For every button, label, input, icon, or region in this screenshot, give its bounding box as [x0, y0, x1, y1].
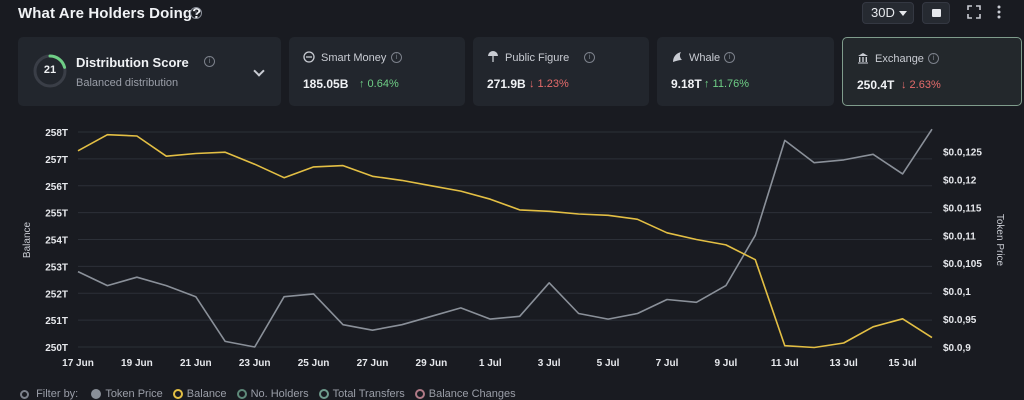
series-line-token-price[interactable]: [77, 128, 933, 348]
calendar-icon: [932, 9, 941, 17]
right-axis-ticks: $0.0,9 $0.0,95 $0.0,1 $0.0,105 $0.0,11 $0.0,1…: [943, 148, 982, 354]
legend-swatch: [91, 389, 102, 400]
x-tick-label: 5 Jul: [597, 358, 620, 369]
card-label: Public Figure: [505, 52, 570, 64]
legend-item-balance-changes[interactable]: Balance Changes: [428, 388, 516, 400]
card-value: 271.9B: [487, 77, 526, 91]
info-icon[interactable]: i: [204, 56, 215, 67]
legend-items: Token Price Balance No. Holders Total Trans…: [91, 388, 525, 400]
chart-legend: Filter by: Token Price Balance No. Holders…: [20, 388, 526, 400]
x-tick-label: 29 Jun: [416, 358, 448, 369]
card-value: 250.4T: [857, 78, 895, 92]
y2-tick-label: $0.0,125: [943, 148, 982, 159]
section-title: What Are Holders Doing?: [18, 5, 202, 22]
y-tick-label: 254T: [45, 236, 68, 247]
score-ring: [33, 54, 67, 88]
card-label: Smart Money: [321, 52, 387, 64]
legend-swatch: [318, 389, 329, 400]
left-axis-ticks: 250T 251T 252T 253T 254T 255T 256T 257T 258T: [45, 128, 68, 354]
info-icon[interactable]: i: [391, 52, 402, 63]
x-tick-label: 27 Jun: [357, 358, 389, 369]
card-exchange[interactable]: Exchange i 250.4T ↓ 2.63%: [842, 37, 1022, 106]
card-smart-money[interactable]: Smart Money i 185.05B ↑ 0.64%: [289, 37, 465, 106]
x-axis-ticks: 17 Jun 19 Jun 21 Jun 23 Jun 25 Jun 27 Jun 29 J…: [62, 358, 917, 369]
info-icon[interactable]: i: [584, 52, 595, 63]
y2-tick-label: $0.0,11: [943, 231, 976, 242]
x-tick-label: 19 Jun: [121, 358, 153, 369]
series-lines: [77, 128, 933, 349]
x-tick-label: 7 Jul: [656, 358, 679, 369]
legend-swatch: [172, 389, 183, 400]
caret-down-icon: [899, 11, 907, 16]
y-tick-label: 250T: [45, 343, 68, 354]
card-change: ↑ 11.76%: [704, 78, 750, 90]
calendar-button[interactable]: [922, 2, 950, 24]
y-tick-label: 256T: [45, 182, 68, 193]
card-label: Whale: [689, 52, 721, 64]
bank-icon: [858, 53, 868, 64]
y-tick-label: 255T: [45, 209, 68, 220]
x-tick-label: 17 Jun: [62, 358, 94, 369]
x-tick-label: 25 Jun: [298, 358, 330, 369]
x-tick-label: 3 Jul: [538, 358, 561, 369]
time-range-value: 30D: [871, 5, 895, 20]
legend-item-token-price[interactable]: Token Price: [105, 388, 163, 400]
y2-tick-label: $0.0,95: [943, 315, 977, 326]
y-tick-label: 258T: [45, 128, 68, 139]
info-icon[interactable]: i: [190, 7, 202, 19]
x-tick-label: 21 Jun: [180, 358, 212, 369]
legend-item-total-transfers[interactable]: Total Transfers: [332, 388, 405, 400]
chevron-down-icon[interactable]: [253, 65, 265, 77]
series-line-balance[interactable]: [77, 133, 933, 349]
legend-swatch: [414, 389, 425, 400]
card-public-figure[interactable]: Public Figure i 271.9B ↓ 1.23%: [473, 37, 649, 106]
x-tick-label: 15 Jul: [888, 358, 917, 369]
y-tick-label: 252T: [45, 289, 68, 300]
smart-money-icon: [303, 51, 315, 63]
legend-item-balance[interactable]: Balance: [186, 388, 227, 400]
fullscreen-icon[interactable]: [966, 4, 982, 20]
y2-tick-label: $0.0,115: [943, 203, 982, 214]
whale-icon: [673, 52, 682, 62]
x-tick-label: 11 Jul: [771, 358, 799, 369]
card-whale[interactable]: Whale i 9.18T ↑ 11.76%: [657, 37, 834, 106]
info-icon[interactable]: i: [724, 52, 735, 63]
more-options-icon[interactable]: [992, 4, 1006, 20]
legend-item-no-holders[interactable]: No. Holders: [250, 388, 309, 400]
section-header: What Are Holders Doing? i 30D: [18, 2, 1006, 24]
right-axis-label: Token Price: [994, 214, 1005, 267]
y2-tick-label: $0.0,12: [943, 175, 977, 186]
x-tick-label: 9 Jul: [714, 358, 737, 369]
y-tick-label: 257T: [45, 155, 68, 166]
left-axis-label: Balance: [22, 221, 33, 258]
info-icon[interactable]: i: [928, 53, 939, 64]
x-tick-label: 1 Jul: [479, 358, 502, 369]
public-figure-icon: [488, 51, 498, 62]
filter-icon: [20, 389, 29, 399]
y-tick-label: 253T: [45, 262, 68, 273]
card-value: 185.05B: [303, 77, 349, 91]
y2-tick-label: $0.0,9: [943, 343, 971, 354]
card-value: 9.18T: [671, 77, 702, 91]
card-change: ↓ 2.63%: [901, 79, 941, 91]
card-label: Exchange: [875, 53, 924, 65]
distribution-score-value: 21: [43, 64, 57, 76]
distribution-score-card[interactable]: 21 Distribution Score i Balanced distrib…: [18, 37, 281, 106]
y2-tick-label: $0.0,1: [943, 287, 971, 298]
y2-tick-label: $0.0,105: [943, 259, 982, 270]
time-range-dropdown[interactable]: 30D: [862, 2, 914, 24]
filter-label: Filter by:: [36, 388, 79, 400]
y-tick-label: 251T: [45, 316, 68, 327]
grid-lines: [78, 131, 932, 348]
card-change: ↑ 0.64%: [359, 78, 399, 90]
card-change: ↓ 1.23%: [529, 78, 569, 90]
legend-swatch: [236, 389, 247, 400]
distribution-score-title: Distribution Score: [76, 55, 189, 70]
x-tick-label: 13 Jul: [829, 358, 858, 369]
x-tick-label: 23 Jun: [239, 358, 271, 369]
distribution-score-subtitle: Balanced distribution: [76, 77, 179, 89]
